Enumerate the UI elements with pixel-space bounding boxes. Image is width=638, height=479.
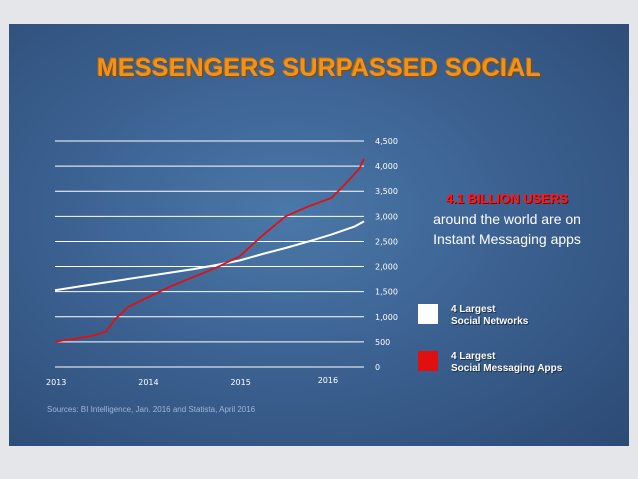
slide-title: MESSENGERS SURPASSED SOCIAL [97, 54, 541, 82]
slide: MESSENGERS SURPASSED SOCIAL 0 500 1,000 1,5… [9, 24, 629, 446]
y-tick-label: 2,000 [375, 263, 398, 272]
callout-line-2: Instant Messaging apps [433, 231, 581, 247]
legend-label-line-2: Social Messaging Apps [451, 363, 563, 374]
y-tick-label: 4,500 [375, 137, 398, 146]
x-tick-label: 2013 [46, 378, 66, 387]
y-tick-label: 0 [375, 363, 380, 372]
y-tick-label: 1,000 [375, 313, 398, 322]
y-tick-labels: 0 500 1,000 1,500 2,000 2,500 3,000 3,500 4,000 4… [375, 137, 398, 372]
y-tick-label: 3,500 [375, 187, 398, 196]
y-tick-label: 4,000 [375, 162, 398, 171]
y-tick-label: 3,000 [375, 212, 398, 221]
callout: 4.1 BILLION USERS around the world are o… [407, 189, 607, 249]
y-tick-label: 1,500 [375, 288, 398, 297]
legend-swatch-red [418, 351, 438, 371]
callout-line-1: around the world are on [433, 211, 581, 227]
grid-lines [55, 140, 364, 368]
callout-highlight: 4.1 BILLION USERS [445, 191, 569, 206]
x-tick-label: 2014 [138, 378, 158, 387]
legend-label-social-networks: 4 Largest Social Networks [451, 304, 621, 328]
line-chart: 0 500 1,000 1,500 2,000 2,500 3,000 3,500 4,000 4… [46, 137, 398, 387]
legend-label-line-2: Social Networks [451, 316, 529, 327]
series-line-social-networks [54, 220, 365, 292]
y-tick-label: 500 [375, 338, 390, 347]
legend-label-line-1: 4 Largest [451, 351, 496, 362]
y-tick-label: 2,500 [375, 237, 398, 246]
x-tick-labels: 2013 2014 2015 2016 [46, 376, 338, 387]
legend-label-line-1: 4 Largest [451, 304, 496, 315]
x-tick-label: 2016 [318, 376, 338, 385]
source-note: Sources: BI Intelligence, Jan. 2016 and … [47, 405, 256, 414]
x-tick-label: 2015 [230, 378, 250, 387]
series-lines [54, 158, 365, 343]
series-line-messaging-apps [54, 158, 365, 343]
legend-swatch-white [418, 304, 438, 324]
legend-label-messaging-apps: 4 Largest Social Messaging Apps [451, 351, 621, 375]
